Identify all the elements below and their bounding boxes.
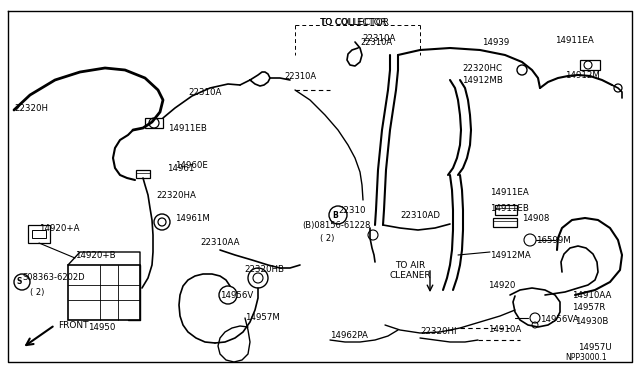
Text: 14911EB: 14911EB [490, 203, 529, 212]
Bar [32, 230, 46, 238]
Text: ( 2): ( 2) [30, 288, 44, 296]
Text: 14908: 14908 [522, 214, 549, 222]
Text: 14912M: 14912M [565, 71, 600, 80]
Text: 22310A: 22310A [188, 87, 221, 96]
Text: (B)08156-61228: (B)08156-61228 [302, 221, 371, 230]
Text: 22310A: 22310A [362, 33, 396, 42]
Text: TO AIR: TO AIR [395, 260, 425, 269]
Text: 14960E: 14960E [175, 160, 208, 170]
Bar [136, 170, 150, 178]
Text: 14962PA: 14962PA [330, 330, 368, 340]
Text: 14956V: 14956V [220, 291, 253, 299]
Text: TO COLLECTOR: TO COLLECTOR [320, 17, 389, 26]
Text: FRONT: FRONT [58, 321, 88, 330]
Text: 22310: 22310 [338, 205, 365, 215]
Bar [145, 118, 163, 128]
Text: 22320HC: 22320HC [462, 64, 502, 73]
Text: 22320HB: 22320HB [244, 266, 284, 275]
Text: 14920+A: 14920+A [39, 224, 79, 232]
Text: 14912MB: 14912MB [462, 76, 503, 84]
Text: 14911EA: 14911EA [490, 187, 529, 196]
Text: 14920: 14920 [488, 280, 515, 289]
Text: 14957U: 14957U [578, 343, 612, 353]
Text: 14961: 14961 [167, 164, 195, 173]
Text: 14910AA: 14910AA [572, 291, 611, 299]
Text: 14911EA: 14911EA [555, 35, 594, 45]
Text: 14957M: 14957M [245, 314, 280, 323]
Text: 14950: 14950 [88, 324, 115, 333]
Text: 22310A: 22310A [284, 71, 316, 80]
Bar [580, 60, 600, 70]
Text: 14961M: 14961M [175, 214, 210, 222]
Text: S08363-6202D: S08363-6202D [22, 273, 84, 282]
Text: 14939: 14939 [482, 38, 509, 46]
Text: 14910A: 14910A [488, 326, 521, 334]
Text: 14930B: 14930B [575, 317, 609, 327]
Bar [68, 265, 140, 320]
Bar [493, 218, 517, 227]
Text: 14911EB: 14911EB [168, 124, 207, 132]
Text: 14920+B: 14920+B [75, 250, 116, 260]
Text: 14956VA: 14956VA [540, 315, 579, 324]
Text: TO COLLECTOR: TO COLLECTOR [320, 17, 387, 26]
Text: B: B [332, 211, 338, 219]
Text: ( 2): ( 2) [320, 234, 334, 243]
Text: 16599M: 16599M [536, 235, 571, 244]
Text: NPP3000.1: NPP3000.1 [565, 353, 607, 362]
Text: 22320HI: 22320HI [420, 327, 456, 337]
Bar [28, 225, 50, 243]
Text: 22310A: 22310A [360, 38, 392, 46]
Text: S: S [16, 278, 22, 286]
Text: 22320H: 22320H [14, 103, 48, 112]
Text: 14957R: 14957R [572, 304, 605, 312]
Text: 14912MA: 14912MA [490, 250, 531, 260]
Text: 22310AD: 22310AD [400, 211, 440, 219]
Bar [495, 205, 517, 215]
Text: 22310AA: 22310AA [200, 237, 239, 247]
Text: 22320HA: 22320HA [156, 190, 196, 199]
Text: CLEANER: CLEANER [390, 270, 431, 279]
